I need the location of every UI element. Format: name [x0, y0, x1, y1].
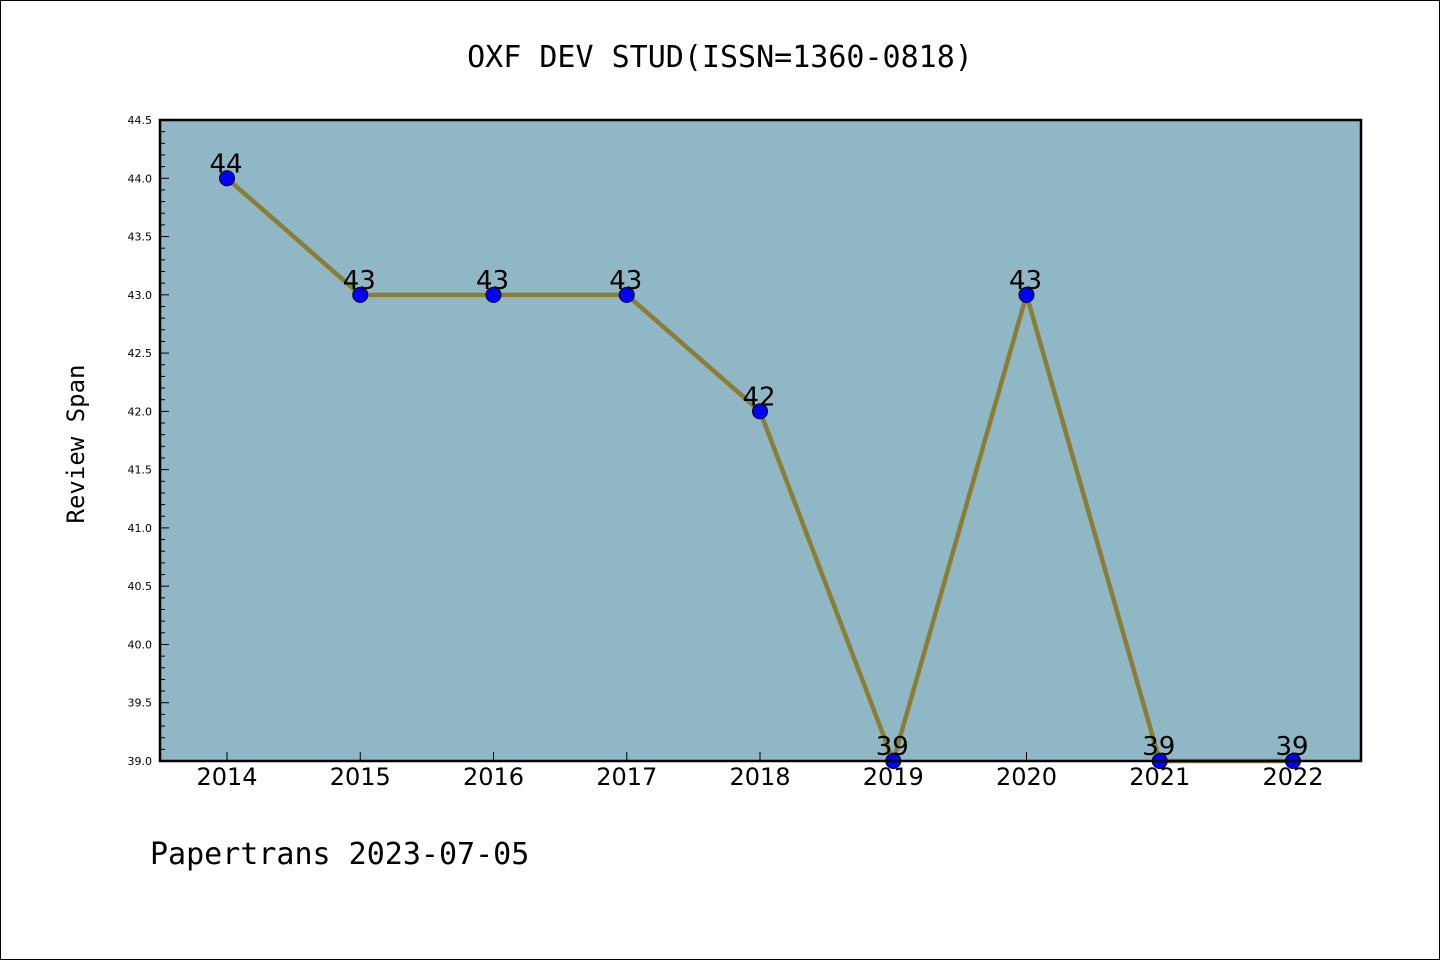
x-axis: 2014 2015 2016 2017 2018 2019 2020 2021 2022: [196, 752, 1324, 791]
data-label: 39: [876, 732, 909, 762]
data-point: [485, 286, 502, 303]
data-point: [352, 286, 369, 303]
x-tick-label: 2014: [196, 763, 257, 791]
x-tick-label: 2020: [996, 763, 1057, 791]
data-point: [752, 403, 768, 420]
x-tick-label: 2018: [729, 763, 790, 791]
footer-caption: Papertrans 2023-07-05: [150, 837, 529, 872]
y-tick-label: 41.5: [128, 464, 153, 477]
chart-title: OXF DEV STUD(ISSN=1360-0818): [467, 40, 973, 75]
x-tick-label: 2015: [330, 763, 391, 791]
data-label: 39: [1142, 732, 1175, 762]
y-tick-label: 44.0: [128, 172, 153, 185]
y-tick-label: 43.5: [128, 231, 153, 244]
data-point: [1018, 286, 1035, 303]
y-tick-label: 39.5: [128, 697, 153, 710]
data-label: 43: [609, 266, 642, 296]
y-tick-label: 42.0: [128, 405, 153, 418]
y-tick-label: 40.0: [128, 638, 153, 651]
data-point: [219, 170, 235, 187]
x-tick-label: 2016: [463, 763, 524, 791]
plot-border: [158, 118, 1363, 763]
data-labels: 44 43 43 43 42 39 43 39 39: [209, 149, 1308, 762]
y-tick-label: 44.5: [128, 114, 153, 127]
y-tick-label: 43.0: [128, 289, 153, 302]
plot-area: [160, 120, 1361, 761]
data-label: 43: [343, 266, 376, 296]
data-label: 43: [476, 266, 509, 296]
data-label: 43: [1009, 266, 1042, 296]
data-label: 44: [209, 149, 242, 179]
y-tick-label: 39.0: [128, 755, 153, 768]
y-tick-label: 40.5: [128, 580, 153, 593]
data-point: [618, 286, 635, 303]
data-label: 39: [1275, 732, 1308, 762]
y-tick-label: 41.0: [128, 522, 153, 535]
y-tick-label: 42.5: [128, 347, 153, 360]
x-tick-label: 2017: [596, 763, 657, 791]
data-label: 42: [742, 382, 775, 412]
y-axis-label: Review Span: [62, 365, 90, 524]
